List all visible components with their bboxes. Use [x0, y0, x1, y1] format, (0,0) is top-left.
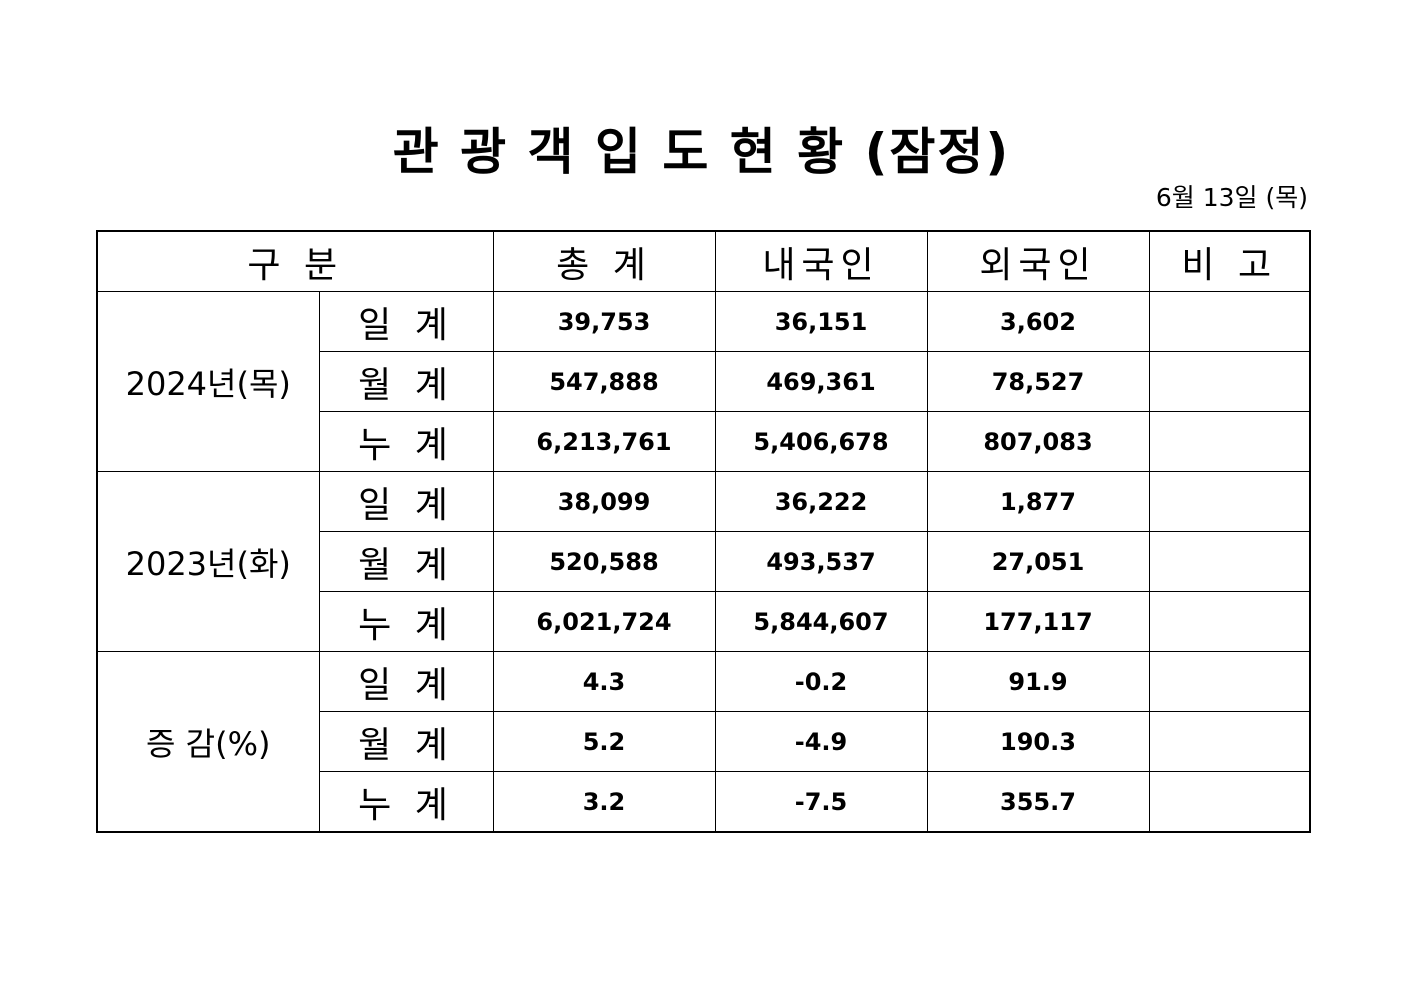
row-label: 일 계 — [318, 291, 494, 352]
remark-cell — [1148, 771, 1311, 833]
row-label: 월 계 — [318, 711, 494, 772]
remark-cell — [1148, 291, 1311, 352]
title: 관 광 객 입 도 현 황 (잠정) — [392, 123, 1011, 181]
value-cell: 5,844,607 — [714, 591, 928, 652]
value-cell: 39,753 — [492, 291, 716, 352]
value-cell: 190.3 — [926, 711, 1150, 772]
data-row: 월 계 5.2 -4.9 190.3 — [97, 711, 1311, 772]
remark-cell — [1148, 411, 1311, 472]
group-label: 증 감(%) — [96, 651, 320, 833]
row-label: 일 계 — [318, 651, 494, 712]
value-cell: 807,083 — [926, 411, 1150, 472]
remark-cell — [1148, 531, 1311, 592]
value-cell: 3.2 — [492, 771, 716, 833]
value-cell: 355.7 — [926, 771, 1150, 833]
value-cell: 5.2 — [492, 711, 716, 772]
column-header: 구 분 — [96, 230, 494, 292]
remark-cell — [1148, 591, 1311, 652]
value-cell: 91.9 — [926, 651, 1150, 712]
value-cell: -4.9 — [714, 711, 928, 772]
data-row: 2023년(화) 일 계 38,099 36,222 1,877 — [96, 471, 1311, 652]
value-cell: 38,099 — [492, 471, 716, 532]
value-cell: -0.2 — [714, 651, 928, 712]
value-cell: 547,888 — [492, 351, 716, 412]
group-label: 2024년(목) — [96, 291, 320, 472]
value-cell: 6,213,761 — [492, 411, 716, 472]
table-body: 2024년(목) 일 계 39,753 36,151 3,602 월 계 547,888 46… — [96, 291, 1311, 833]
row-label: 월 계 — [318, 531, 494, 592]
data-row: 월 계 520,588 493,537 27,051 — [97, 531, 1311, 592]
value-cell: 469,361 — [714, 351, 928, 412]
remark-cell — [1148, 651, 1311, 712]
data-row: 누 계 3.2 -7.5 355.7 — [97, 771, 1311, 833]
value-cell: 36,222 — [714, 471, 928, 532]
value-cell: 1,877 — [926, 471, 1150, 532]
row-label: 누 계 — [318, 771, 494, 833]
value-cell: 493,537 — [714, 531, 928, 592]
column-header: 총 계 — [492, 230, 716, 292]
column-header: 외국인 — [926, 230, 1150, 292]
value-cell: 5,406,678 — [714, 411, 928, 472]
remark-cell — [1148, 351, 1311, 412]
row-label: 월 계 — [318, 351, 494, 412]
data-row: 누 계 6,021,724 5,844,607 177,117 — [97, 591, 1311, 652]
value-cell: 520,588 — [492, 531, 716, 592]
date: 6월 13일 (목) — [1155, 183, 1308, 212]
value-cell: 177,117 — [926, 591, 1150, 652]
column-header: 내국인 — [714, 230, 928, 292]
remark-cell — [1148, 711, 1311, 772]
group-label: 2023년(화) — [96, 471, 320, 652]
value-cell: 27,051 — [926, 531, 1150, 592]
data-row: 2024년(목) 일 계 39,753 36,151 3,602 — [96, 291, 1311, 472]
value-cell: 6,021,724 — [492, 591, 716, 652]
value-cell: 78,527 — [926, 351, 1150, 412]
row-label: 누 계 — [318, 591, 494, 652]
column-header: 비 고 — [1148, 230, 1311, 292]
value-cell: -7.5 — [714, 771, 928, 833]
value-cell: 4.3 — [492, 651, 716, 712]
value-cell: 36,151 — [714, 291, 928, 352]
row-label: 누 계 — [318, 411, 494, 472]
data-row: 누 계 6,213,761 5,406,678 807,083 — [97, 411, 1311, 472]
value-cell: 3,602 — [926, 291, 1150, 352]
row-label: 일 계 — [318, 471, 494, 532]
data-row: 증 감(%) 일 계 4.3 -0.2 91.9 — [96, 651, 1311, 833]
remark-cell — [1148, 471, 1311, 532]
